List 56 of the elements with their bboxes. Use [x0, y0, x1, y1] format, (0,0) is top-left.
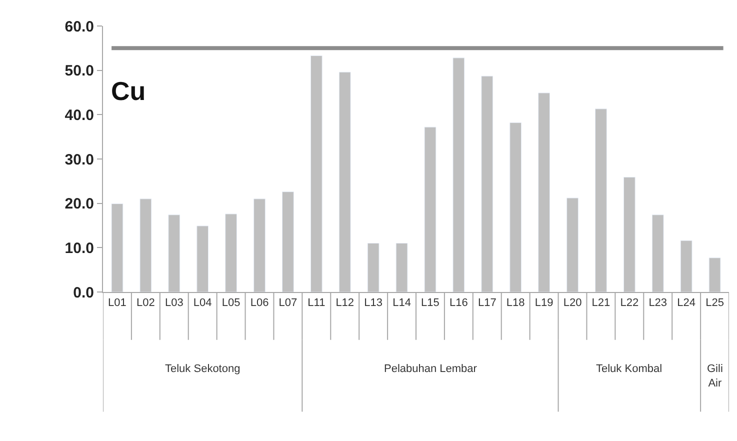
- bar: [168, 214, 180, 292]
- bar: [424, 126, 436, 292]
- bar: [680, 240, 692, 292]
- x-tick-label: L07: [278, 297, 298, 310]
- bar: [140, 198, 152, 292]
- bar: [396, 242, 408, 292]
- x-tick-label: L02: [136, 297, 155, 310]
- x-tick-label: L21: [592, 297, 610, 310]
- x-tick-label: L20: [563, 297, 582, 310]
- x-tick-label: L22: [620, 297, 639, 310]
- x-tick-label: L06: [250, 297, 269, 310]
- x-tick-label: L19: [534, 297, 554, 310]
- y-tick-label: 30.0: [64, 151, 94, 168]
- x-tick-label: L03: [164, 297, 184, 310]
- bar: [595, 108, 607, 292]
- bar: [566, 198, 578, 292]
- x-tick-label: L24: [677, 297, 696, 310]
- bar: [254, 198, 266, 292]
- bar: [196, 226, 209, 292]
- bar: [452, 58, 465, 292]
- x-tick-label: L25: [706, 297, 724, 310]
- x-tick-label: L14: [392, 297, 411, 310]
- y-tick-label: 60.0: [64, 18, 94, 36]
- y-tick-label: 10.0: [64, 240, 94, 257]
- x-tick-label: L01: [108, 297, 126, 310]
- x-tick-label: L15: [421, 297, 440, 310]
- x-tick-label: L17: [478, 297, 496, 310]
- x-tick-label: L04: [193, 297, 212, 310]
- bar: [111, 204, 124, 292]
- bar: [481, 76, 494, 292]
- bar: [652, 214, 664, 292]
- bar: [338, 72, 351, 292]
- text: Gili Air: [707, 363, 723, 390]
- x-tick-label: L18: [506, 297, 525, 310]
- text: Teluk Kombal: [596, 363, 662, 375]
- annotation: Cu: [111, 76, 146, 106]
- bar: [510, 122, 522, 292]
- x-tick-label: L11: [308, 297, 326, 310]
- bar: [282, 192, 294, 292]
- text: Pelabuhan Lembar: [384, 363, 478, 375]
- bar: [708, 258, 721, 292]
- x-tick-label: L05: [222, 297, 240, 310]
- y-tick-label: 40.0: [64, 106, 94, 124]
- x-tick-label: L16: [450, 297, 468, 310]
- bar: [367, 242, 380, 292]
- bar: [225, 214, 237, 292]
- bar: [623, 176, 636, 292]
- y-tick-label: 0.0: [73, 284, 94, 302]
- x-tick-label: L12: [336, 297, 354, 310]
- bar: [538, 92, 550, 292]
- x-tick-label: L23: [648, 297, 668, 310]
- y-tick-label: 50.0: [64, 62, 94, 80]
- bar: [310, 55, 322, 292]
- text: Teluk Sekotong: [165, 363, 240, 375]
- x-tick-label: L13: [364, 297, 382, 310]
- y-tick-label: 20.0: [64, 196, 94, 213]
